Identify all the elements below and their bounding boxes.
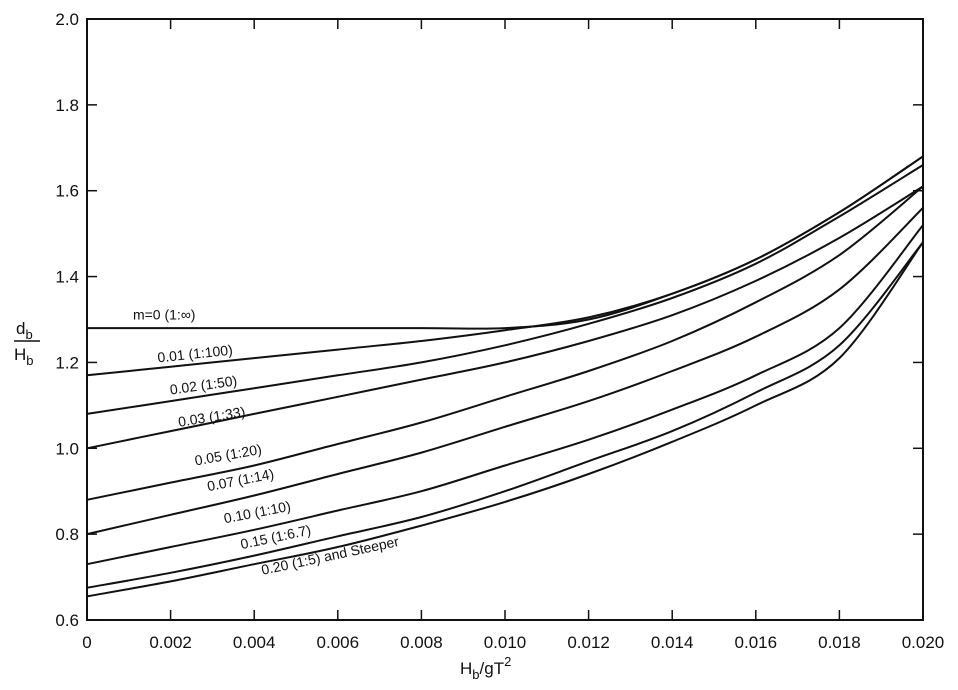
- y-tick-label: 1.0: [55, 439, 79, 458]
- y-tick-label: 0.6: [55, 611, 79, 630]
- series-line-5: [86, 207, 924, 536]
- y-tick-label: 1.6: [55, 182, 79, 201]
- x-tick-label: 0.020: [902, 633, 945, 652]
- x-tick-label: 0.016: [735, 633, 778, 652]
- plot-frame: [86, 18, 924, 621]
- x-tick-label: 0.008: [400, 633, 443, 652]
- x-tick-label: 0.006: [317, 633, 360, 652]
- series-line-2: [86, 164, 924, 415]
- curves-layer: [86, 155, 924, 598]
- series-label: m=0 (1:∞): [133, 307, 196, 323]
- series-line-3: [86, 185, 924, 450]
- x-axis-title: Hb/gT2: [460, 654, 511, 682]
- series-label: 0.03 (1:33): [177, 403, 246, 429]
- series-line-6: [86, 224, 924, 566]
- series-line-0: [87, 155, 924, 330]
- x-tick-label: 0.010: [484, 633, 527, 652]
- y-axis-title: db Hb: [14, 319, 40, 368]
- x-tick-label: 0.012: [567, 633, 610, 652]
- series-label: 0.07 (1:14): [206, 466, 276, 495]
- y-axis-title-denominator: Hb: [14, 345, 34, 368]
- series-line-7: [86, 241, 924, 589]
- series-line-4: [86, 185, 924, 501]
- x-tick-label: 0.018: [818, 633, 861, 652]
- series-label: 0.01 (1:100): [157, 342, 234, 366]
- ticks-layer: 0 0.002 0.004 0.006 0.008 0.010 0.012 0.014 0.01…: [55, 10, 944, 652]
- x-tick-label: 0: [82, 633, 91, 652]
- series-label: 0.15 (1:6.7): [239, 522, 312, 553]
- x-tick-label: 0.002: [149, 633, 192, 652]
- y-tick-label: 1.8: [55, 96, 79, 115]
- y-tick-label: 0.8: [55, 525, 79, 544]
- y-tick-label: 1.4: [55, 268, 79, 287]
- series-line-1: [86, 155, 924, 377]
- y-tick-label: 1.2: [55, 353, 79, 372]
- series-line-8: [86, 241, 924, 598]
- y-tick-label: 2.0: [55, 10, 79, 29]
- series-label: 0.02 (1:50): [169, 372, 238, 397]
- series-label: 0.05 (1:20): [193, 441, 262, 469]
- y-axis-title-numerator: db: [16, 319, 33, 342]
- series-label: 0.10 (1:10): [222, 498, 292, 527]
- x-tick-label: 0.004: [233, 633, 276, 652]
- x-tick-label: 0.014: [651, 633, 694, 652]
